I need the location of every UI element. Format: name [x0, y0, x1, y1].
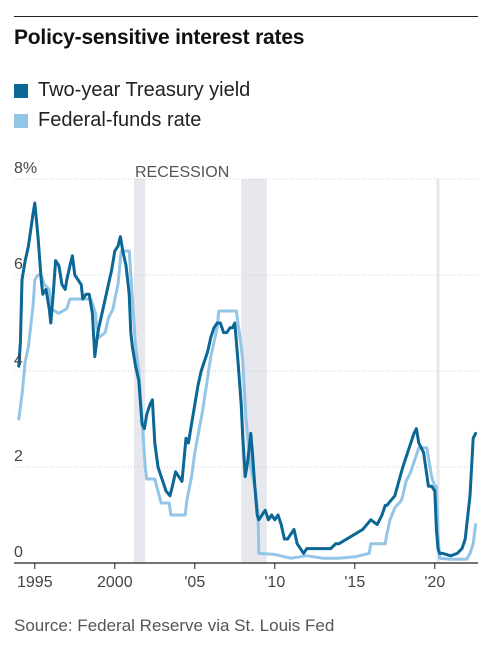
source-note: Source: Federal Reserve via St. Louis Fe…	[14, 616, 335, 635]
recession-label: RECESSION	[135, 164, 229, 181]
y-tick-label-2: 4	[14, 352, 23, 369]
chart-title: Policy-sensitive interest rates	[14, 26, 305, 49]
y-tick-label-4: 8%	[14, 160, 37, 177]
axes: 0 2 4 6 8% 1995 2000 '05 '10 '15 '20	[14, 160, 478, 591]
legend-swatch-two-year	[14, 83, 28, 98]
legend-label-fed-funds: Federal-funds rate	[38, 109, 202, 131]
y-tick-label-1: 2	[14, 448, 23, 465]
recession-bands: RECESSION	[134, 164, 440, 563]
x-tick-label-0: 1995	[17, 574, 53, 591]
legend-item-two-year: Two-year Treasury yield	[14, 79, 250, 102]
x-tick-label-2: '05	[184, 574, 205, 591]
x-tick-label-1: 2000	[97, 574, 133, 591]
legend-swatch-fed-funds	[14, 113, 28, 128]
legend-label-two-year: Two-year Treasury yield	[38, 79, 251, 101]
x-tick-label-4: '15	[344, 574, 365, 591]
series-line-two-year	[17, 201, 478, 558]
x-tick-label-3: '10	[264, 574, 285, 591]
top-rule	[14, 16, 478, 17]
x-tick-label-5: '20	[424, 574, 445, 591]
y-tick-label-3: 6	[14, 256, 23, 273]
legend-item-fed-funds: Federal-funds rate	[14, 109, 201, 132]
y-tick-label-0: 0	[14, 544, 23, 561]
series-lines	[17, 201, 478, 561]
